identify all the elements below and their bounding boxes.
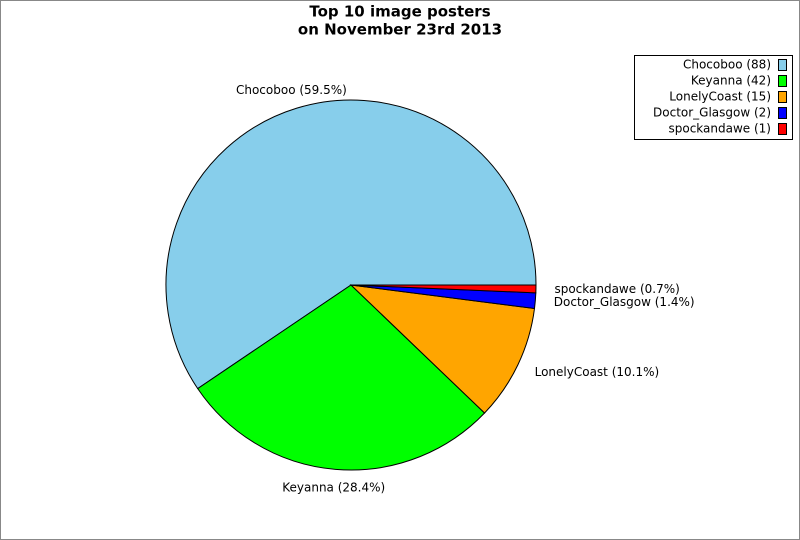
legend-label: LonelyCoast (15)	[669, 90, 771, 104]
legend-swatch	[778, 91, 787, 103]
legend-swatch	[778, 59, 787, 71]
slice-label: Chocoboo (59.5%)	[236, 83, 347, 97]
chart-title: Top 10 image posters	[309, 3, 490, 21]
legend-label: Doctor_Glasgow (2)	[653, 106, 771, 120]
chart-title: on November 23rd 2013	[298, 21, 502, 39]
legend-swatch	[778, 107, 787, 119]
legend-box	[634, 55, 793, 140]
pie-slice	[197, 284, 486, 471]
pie-slice	[349, 284, 536, 414]
pie-slice	[165, 99, 537, 390]
legend-swatch	[778, 123, 787, 135]
legend-swatch	[778, 75, 787, 87]
legend-label: spockandawe (1)	[669, 122, 772, 136]
legend-label: Chocoboo (88)	[683, 58, 771, 72]
slice-label: Doctor_Glasgow (1.4%)	[554, 295, 695, 309]
slice-label: spockandawe (0.7%)	[554, 282, 679, 296]
pie-slice	[350, 284, 537, 294]
slice-label: Keyanna (28.4%)	[282, 480, 385, 494]
slice-label: LonelyCoast (10.1%)	[535, 365, 660, 379]
legend-label: Keyanna (42)	[691, 74, 771, 88]
